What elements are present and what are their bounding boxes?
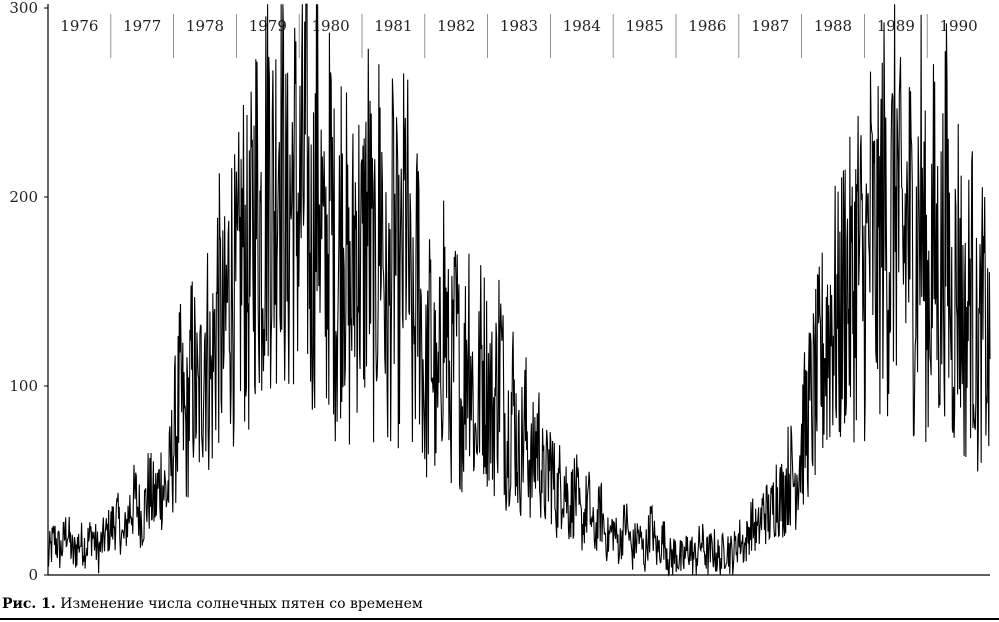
caption-text: Изменение числа солнечных пятен со време… — [60, 596, 423, 612]
year-label: 1988 — [814, 17, 852, 35]
year-dividers — [110, 14, 928, 58]
y-tick-labels: 0 100 200 300 — [9, 0, 48, 584]
y-tick-label: 100 — [9, 377, 38, 395]
year-label: 1982 — [437, 17, 475, 35]
chart-axes — [47, 4, 990, 576]
y-tick-label: 200 — [9, 188, 38, 206]
year-label: 1989 — [877, 17, 915, 35]
caption-lead: Рис. 1. — [2, 596, 56, 612]
year-label: 1990 — [940, 17, 978, 35]
sunspot-chart: 1976 1977 1978 1979 1980 1981 1982 1983 1984 1985… — [9, 0, 991, 584]
figure-caption: Рис. 1. Изменение числа солнечных пятен … — [2, 596, 423, 612]
year-label: 1980 — [312, 17, 350, 35]
year-label: 1983 — [500, 17, 538, 35]
y-tick-label: 300 — [9, 0, 38, 17]
year-label: 1981 — [374, 17, 412, 35]
y-tick-label: 0 — [28, 566, 38, 584]
year-label: 1987 — [751, 17, 789, 35]
year-label: 1986 — [688, 17, 726, 35]
year-label: 1976 — [60, 17, 98, 35]
caption-rule — [0, 618, 999, 620]
series-layer — [47, 3, 991, 577]
year-label: 1978 — [186, 17, 224, 35]
sunspot-series-line — [47, 3, 991, 577]
year-label: 1985 — [626, 17, 664, 35]
year-labels: 1976 1977 1978 1979 1980 1981 1982 1983 1984 1985… — [60, 17, 977, 35]
year-label: 1977 — [123, 17, 161, 35]
year-label: 1984 — [563, 17, 601, 35]
